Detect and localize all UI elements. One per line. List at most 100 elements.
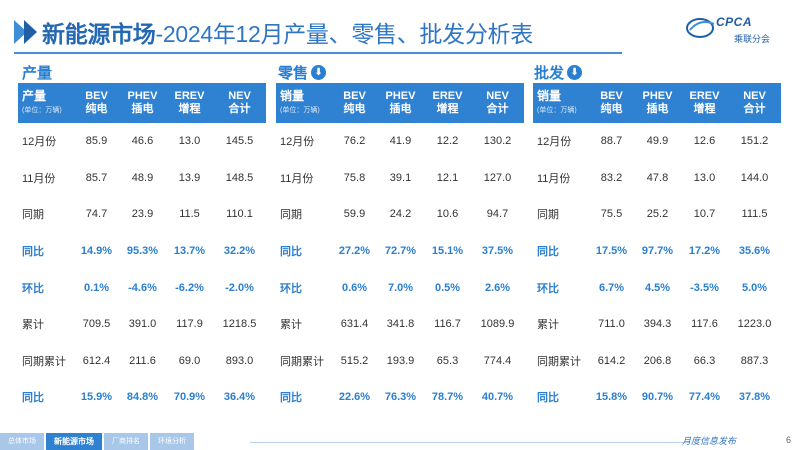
table-cell: 85.9 [85,135,108,148]
footer-tab[interactable]: 新能源市场 [46,433,102,450]
row-header-cell: 销量 (单位：万辆) [276,83,332,123]
table-cell: 49.9 [646,135,669,148]
table-cell: 193.9 [386,354,415,367]
table-cell: 14.9% [80,245,113,258]
table-cell: 32.2% [223,245,256,258]
row-label: 同比 [22,246,44,259]
table-cell: 774.4 [483,354,512,367]
double-chevron-icon [14,20,37,44]
logo-subtext: 乘联分会 [734,34,771,44]
table-cell: 1218.5 [222,318,257,331]
table-row: 11月份 83.2 47.8 13.0 144.0 [533,160,781,197]
footer-tab[interactable]: 环境分析 [150,433,194,450]
table-cell: 711.0 [598,318,625,331]
table-cell: 48.9 [131,171,154,184]
cpca-logo: CPCA 乘联分会 [686,12,790,44]
unit-label: (单位：万辆) [537,106,577,114]
column-header: PHEV 插电 [634,83,681,123]
row-label: 同期累计 [537,355,581,368]
table-row: 同比 27.2% 72.7% 15.1% 37.5% [276,233,524,270]
table-cell: 35.6% [738,245,771,258]
table-cell: 24.2 [389,208,412,221]
table-cell: 17.5% [595,245,628,258]
table-row: 12月份 88.7 49.9 12.6 151.2 [533,123,781,160]
column-name: 增程 [436,103,459,115]
logo-emblem-icon [686,18,715,38]
column-header: PHEV 插电 [377,83,424,123]
row-label: 12月份 [537,136,572,149]
footer-tab[interactable]: 总体市场 [0,433,44,450]
table-row: 累计 709.5 391.0 117.9 1218.5 [18,306,266,343]
section-label-text: 零售 [278,64,309,82]
table-cell: 10.7 [693,208,716,221]
table-cell: 130.2 [483,135,512,148]
table-cell: 887.3 [740,354,769,367]
table-header-row: 销量 (单位：万辆) BEV 纯电 PHEV 插电 EREV 增程 NEV 合计 [533,83,781,123]
down-arrow-circle-icon: ⬇ [311,64,327,80]
table-row: 累计 711.0 394.3 117.6 1223.0 [533,306,781,343]
column-header: EREV 增程 [166,83,213,123]
table-cell: 72.7% [384,245,417,258]
page-header: 新能源市场-2024年12月产量、零售、批发分析表 [14,14,533,50]
table-cell: 144.0 [740,171,769,184]
column-name: 纯电 [600,103,623,115]
table-cell: 40.7% [481,391,514,404]
column-code: PHEV [385,90,416,102]
row-label: 环比 [537,282,559,295]
row-label: 同期 [280,209,302,222]
table-cell: 2.6% [484,281,511,294]
section-label-production: 产量 [22,62,52,82]
row-header-cell: 销量 (单位：万辆) [533,83,589,123]
table-cell: 13.0 [178,135,201,148]
table-row: 累计 631.4 341.8 116.7 1089.9 [276,306,524,343]
table-cell: 69.0 [178,354,201,367]
table-cell: 151.2 [740,135,769,148]
table-cell: 97.7% [641,245,674,258]
column-name: 纯电 [85,103,108,115]
table-cell: 39.1 [389,171,412,184]
page-number: 6 [786,435,792,445]
row-label: 11月份 [22,172,56,185]
column-name: 合计 [228,103,251,115]
table-cell: 6.7% [598,281,625,294]
table-row: 同期累计 515.2 193.9 65.3 774.4 [276,343,524,380]
section-label-retail: 零售 ⬇ [278,62,327,82]
table-cell: 211.6 [129,354,156,367]
row-label: 同比 [280,246,302,259]
row-label: 同比 [280,392,302,405]
column-name: 合计 [743,103,766,115]
column-code: EREV [432,90,463,102]
column-name: 插电 [389,103,412,115]
table-row: 同期 59.9 24.2 10.6 94.7 [276,196,524,233]
table-cell: 631.4 [340,318,369,331]
table-cell: 12.1 [436,171,459,184]
table-cell: 12.2 [436,135,459,148]
unit-label: (单位：万辆) [22,106,62,114]
table-row: 同期 75.5 25.2 10.7 111.5 [533,196,781,233]
table-cell: 117.9 [176,318,203,331]
table-cell: 37.5% [481,245,514,258]
table-cell: 70.9% [173,391,206,404]
page-title-rest: -2024年12月产量、零售、批发分析表 [155,21,534,47]
table-cell: 74.7 [85,208,108,221]
row-label: 11月份 [280,172,314,185]
column-code: NEV [228,90,251,102]
table-cell: 206.8 [643,354,672,367]
row-label: 同比 [537,392,559,405]
table-cell: 84.8% [126,391,159,404]
table-cell: 75.5 [600,208,623,221]
table-cell: 709.5 [82,318,111,331]
table-cell: 1223.0 [737,318,772,331]
table-cell: 36.4% [223,391,256,404]
column-name: 插电 [646,103,669,115]
table-row: 环比 6.7% 4.5% -3.5% 5.0% [533,269,781,306]
table-row: 12月份 85.9 46.6 13.0 145.5 [18,123,266,160]
table-cell: 65.3 [436,354,459,367]
table-row: 环比 0.6% 7.0% 0.5% 2.6% [276,269,524,306]
table-cell: 15.1% [431,245,464,258]
table-row: 11月份 75.8 39.1 12.1 127.0 [276,160,524,197]
column-header: BEV 纯电 [74,83,119,123]
footer-tab[interactable]: 厂商排名 [104,433,148,450]
column-header: PHEV 插电 [119,83,166,123]
column-code: BEV [85,90,108,102]
